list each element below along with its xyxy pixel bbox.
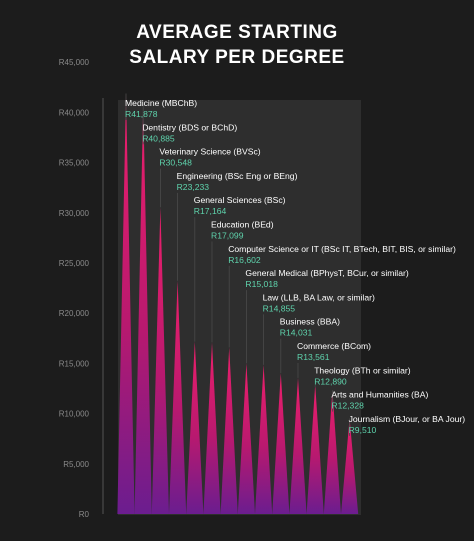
y-tick-label: R5,000 (63, 460, 89, 469)
bar (134, 103, 152, 515)
leader-lines (125, 93, 351, 436)
value-label: R13,561 (297, 352, 330, 362)
category-label: Dentistry (BDS or BChD) (142, 122, 237, 132)
bar (117, 93, 135, 514)
y-axis-ticks: R0 R5,000 R10,000 R15,000 R20,000 R25,000 R30,… (59, 58, 90, 519)
category-label: General Sciences (BSc) (194, 195, 286, 205)
y-tick-label: R30,000 (59, 209, 90, 218)
bar (255, 364, 273, 514)
category-label: General Medical (BPhysT, BCur, or simila… (245, 268, 408, 278)
category-label: Business (BBA) (280, 317, 340, 327)
value-label: R17,099 (211, 231, 244, 241)
value-label: R16,602 (228, 255, 261, 265)
value-label: R40,885 (142, 133, 175, 143)
value-label: R14,031 (280, 328, 313, 338)
y-tick-label: R20,000 (59, 309, 90, 318)
value-label: R30,548 (159, 158, 192, 168)
category-label: Veterinary Science (BVSc) (159, 147, 260, 157)
value-label: R9,510 (349, 425, 377, 435)
bar (151, 207, 169, 514)
bar (186, 341, 204, 514)
category-label: Journalism (BJour, or BA Jour) (349, 414, 466, 424)
value-label: R12,328 (331, 401, 364, 411)
chart-title-line-1: AVERAGE STARTING (136, 22, 338, 43)
value-label: R17,164 (194, 206, 227, 216)
value-label: R41,878 (125, 109, 158, 119)
y-tick-label: R45,000 (59, 58, 90, 67)
bar (203, 342, 221, 514)
value-label: R12,890 (314, 376, 347, 386)
bar (220, 347, 238, 514)
category-label: Education (BEd) (211, 220, 274, 230)
y-tick-label: R10,000 (59, 410, 90, 419)
bar (237, 363, 255, 514)
bar-labels: Medicine (MBChB)R41,878 Dentistry (BDS or… (125, 98, 465, 435)
value-label: R23,233 (177, 182, 210, 192)
category-label: Theology (BTh or similar) (314, 365, 411, 375)
category-label: Commerce (BCom) (297, 341, 371, 351)
value-label: R15,018 (245, 279, 278, 289)
category-label: Arts and Humanities (BA) (331, 390, 428, 400)
bar (272, 373, 290, 514)
bar (306, 384, 324, 514)
bars (117, 93, 359, 515)
bar (289, 377, 307, 514)
y-tick-label: R25,000 (59, 259, 90, 268)
y-tick-label: R40,000 (59, 108, 90, 117)
y-tick-label: R35,000 (59, 159, 90, 168)
chart-title-line-2: SALARY PER DEGREE (129, 47, 344, 68)
bar (169, 280, 187, 514)
category-label: Engineering (BSc Eng or BEng) (177, 171, 298, 181)
category-label: Medicine (MBChB) (125, 98, 197, 108)
value-label: R14,855 (263, 303, 296, 313)
bar (341, 418, 359, 514)
y-tick-label: R15,000 (59, 359, 90, 368)
y-tick-label: R0 (79, 510, 90, 519)
category-label: Computer Science or IT (BSc IT, BTech, B… (228, 244, 456, 254)
bar (323, 390, 341, 514)
category-label: Law (LLB, BA Law, or similar) (263, 292, 375, 302)
